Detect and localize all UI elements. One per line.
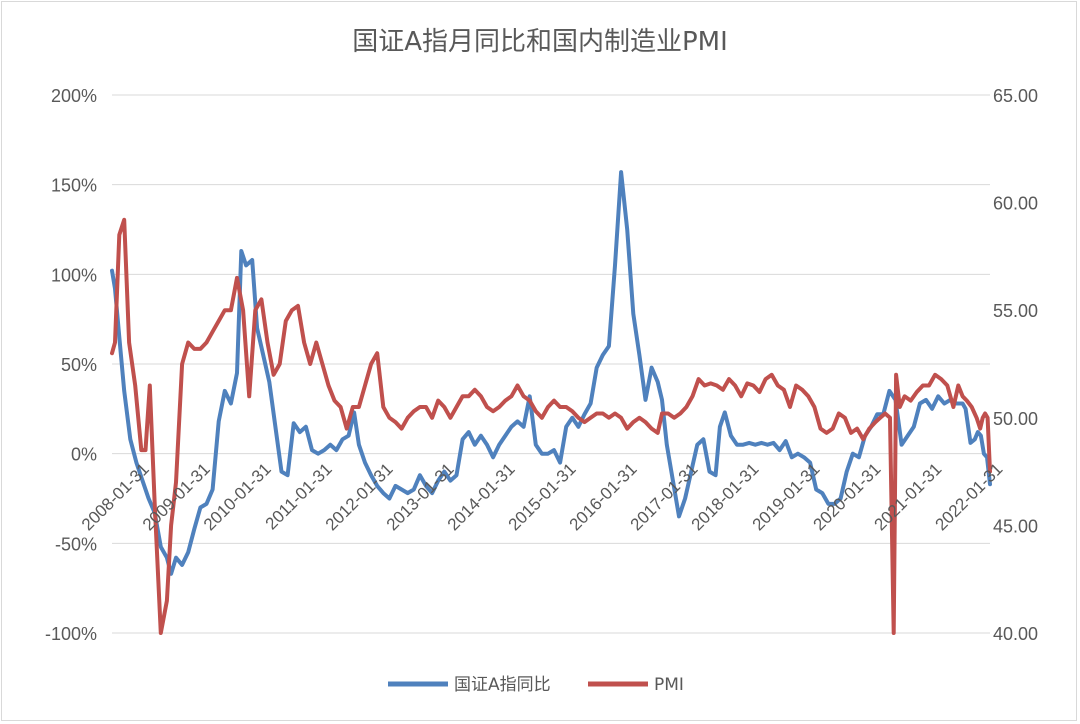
legend-label-series-2: PMI	[654, 675, 684, 695]
x-axis-ticks: 2008-01-312009-01-312010-01-312011-01-31…	[78, 459, 1007, 534]
left-tick-label: 50%	[61, 355, 97, 375]
right-tick-label: 45.00	[993, 516, 1038, 536]
right-tick-label: 60.00	[993, 194, 1038, 214]
chart-title: 国证A指月同比和国内制造业PMI	[352, 27, 728, 57]
left-tick-label: -50%	[55, 534, 97, 554]
legend: 国证A指同比 PMI	[388, 675, 684, 695]
right-tick-label: 65.00	[993, 86, 1038, 106]
left-tick-label: 0%	[71, 445, 97, 465]
right-axis-ticks: 40.00 45.00 50.00 55.00 60.00 65.00	[993, 86, 1038, 644]
legend-label-series-1: 国证A指同比	[454, 675, 551, 695]
left-tick-label: 100%	[51, 265, 97, 285]
series-line-1	[110, 170, 992, 576]
right-tick-label: 55.00	[993, 301, 1038, 321]
left-tick-label: -100%	[45, 624, 97, 644]
right-tick-label: 40.00	[993, 624, 1038, 644]
left-tick-label: 200%	[51, 86, 97, 106]
series-layer	[110, 170, 992, 635]
left-axis-ticks: -100% -50% 0% 50% 100% 150% 200%	[45, 86, 97, 644]
left-tick-label: 150%	[51, 176, 97, 196]
series-line-2	[110, 217, 992, 635]
grid-lines	[112, 94, 990, 634]
right-tick-label: 50.00	[993, 409, 1038, 429]
